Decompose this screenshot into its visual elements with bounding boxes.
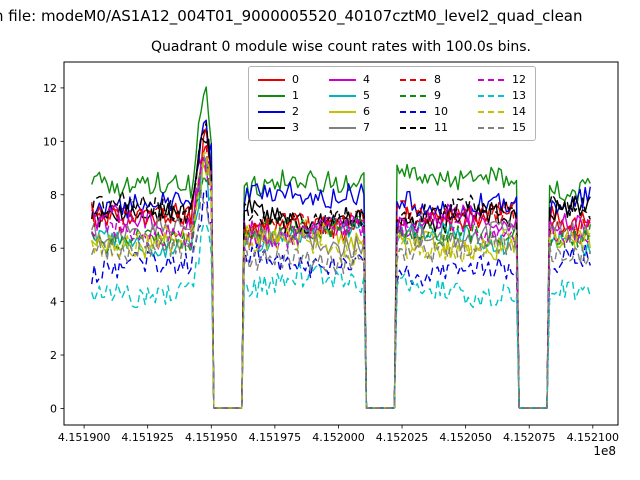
legend-item-11: 11 <box>400 121 448 134</box>
solid-line-sample-icon <box>258 126 285 129</box>
figure-suptitle: n file: modeM0/AS1A12_004T01_9000005520_… <box>0 7 583 25</box>
y-tick-label: 8 <box>50 189 57 202</box>
y-tick-label: 6 <box>50 242 57 255</box>
legend-label: 5 <box>363 89 370 102</box>
legend-item-6: 6 <box>329 105 370 118</box>
dashed-line-sample-icon <box>478 126 505 129</box>
solid-line-sample-icon <box>258 94 285 97</box>
x-tick-label: 4.151975 <box>249 431 302 444</box>
series-line-5 <box>91 157 591 409</box>
chart-title: Quadrant 0 module wise count rates with … <box>151 39 531 55</box>
legend-label: 0 <box>292 73 299 86</box>
y-tick-label: 2 <box>50 349 57 362</box>
legend-label: 9 <box>434 89 441 102</box>
series-line-6 <box>91 163 591 409</box>
legend-item-1: 1 <box>258 89 299 102</box>
legend-label: 4 <box>363 73 370 86</box>
axes-border <box>63 61 619 426</box>
y-tick-label: 0 <box>50 402 57 415</box>
legend-label: 2 <box>292 105 299 118</box>
dashed-line-sample-icon <box>478 94 505 97</box>
x-tick-label: 4.151900 <box>58 431 111 444</box>
legend-label: 6 <box>363 105 370 118</box>
dashed-line-sample-icon <box>400 126 427 129</box>
legend-item-7: 7 <box>329 121 370 134</box>
legend-label: 13 <box>512 89 526 102</box>
x-tick-label: 4.152075 <box>503 431 556 444</box>
legend-label: 12 <box>512 73 526 86</box>
y-tick-label: 12 <box>43 82 57 95</box>
y-tick-label: 4 <box>50 296 57 309</box>
solid-line-sample-icon <box>329 78 356 81</box>
dashed-line-sample-icon <box>400 110 427 113</box>
x-tick-label: 4.152025 <box>376 431 429 444</box>
legend-item-2: 2 <box>258 105 299 118</box>
legend-label: 15 <box>512 121 526 134</box>
x-tick-label: 4.152100 <box>567 431 620 444</box>
solid-line-sample-icon <box>258 78 285 81</box>
series-line-2 <box>91 119 591 409</box>
legend-label: 1 <box>292 89 299 102</box>
legend-item-5: 5 <box>329 89 370 102</box>
legend-item-12: 12 <box>478 73 526 86</box>
series-line-15 <box>91 191 591 409</box>
solid-line-sample-icon <box>329 94 356 97</box>
legend-item-10: 10 <box>400 105 448 118</box>
legend-item-14: 14 <box>478 105 526 118</box>
series-line-10 <box>91 189 591 409</box>
series-line-12 <box>91 158 591 409</box>
legend-label: 14 <box>512 105 526 118</box>
legend-label: 10 <box>434 105 448 118</box>
legend-item-3: 3 <box>258 121 299 134</box>
series-line-7 <box>91 154 591 409</box>
x-axis-offset-label: 1e8 <box>593 444 616 458</box>
y-tick-label: 10 <box>43 135 57 148</box>
legend-item-9: 9 <box>400 89 448 102</box>
x-tick-label: 4.151950 <box>185 431 238 444</box>
dashed-line-sample-icon <box>478 110 505 113</box>
legend-label: 3 <box>292 121 299 134</box>
dashed-line-sample-icon <box>478 78 505 81</box>
solid-line-sample-icon <box>329 126 356 129</box>
legend-label: 11 <box>434 121 448 134</box>
x-tick-label: 4.151925 <box>121 431 174 444</box>
legend-label: 8 <box>434 73 441 86</box>
legend-item-4: 4 <box>329 73 370 86</box>
legend-label: 7 <box>363 121 370 134</box>
series-group <box>91 86 591 409</box>
solid-line-sample-icon <box>258 110 285 113</box>
legend-item-13: 13 <box>478 89 526 102</box>
legend: 0 1 2 3 4 5 6 7 8 9 10 11 12 13 14 15 <box>248 66 536 141</box>
series-line-3 <box>91 136 591 409</box>
dashed-line-sample-icon <box>400 94 427 97</box>
series-line-1 <box>91 86 591 409</box>
legend-item-8: 8 <box>400 73 448 86</box>
series-line-8 <box>91 143 591 409</box>
x-tick-label: 4.152050 <box>439 431 492 444</box>
x-tick-label: 4.152000 <box>312 431 365 444</box>
legend-item-15: 15 <box>478 121 526 134</box>
dashed-line-sample-icon <box>400 78 427 81</box>
solid-line-sample-icon <box>329 110 356 113</box>
legend-item-0: 0 <box>258 73 299 86</box>
